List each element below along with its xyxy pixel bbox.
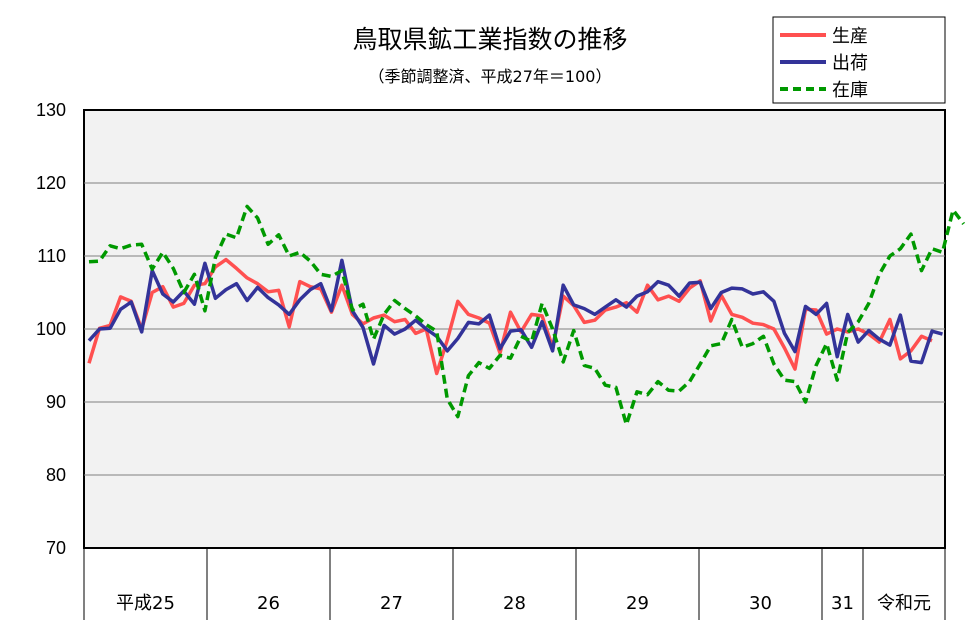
x-axis-labels: 平成25 26 27 28 29 30 31 令和元 <box>116 593 931 614</box>
legend-label: 生産 <box>832 26 868 47</box>
y-axis-ticks: 70 80 90 100 110 120 130 <box>36 100 66 558</box>
y-tick-label: 80 <box>46 465 66 485</box>
year-label: 令和元 <box>877 593 931 614</box>
y-tick-label: 90 <box>46 392 66 412</box>
chart-title: 鳥取県鉱工業指数の推移 <box>352 25 627 54</box>
year-label: 平成25 <box>116 593 175 614</box>
y-tick-label: 120 <box>36 173 66 193</box>
series-line-0 <box>87 257 933 376</box>
year-label: 31 <box>831 593 854 614</box>
y-tick-label: 100 <box>36 319 66 339</box>
x-axis-dividers <box>206 548 864 620</box>
year-label: 30 <box>749 593 772 614</box>
y-tick-label: 110 <box>37 246 66 266</box>
year-label: 27 <box>380 593 403 614</box>
year-label: 26 <box>257 593 280 614</box>
chart-subtitle: （季節調整済、平成27年＝100） <box>369 67 612 86</box>
year-label: 28 <box>503 593 526 614</box>
y-tick-label: 70 <box>46 538 66 558</box>
legend-label: 出荷 <box>832 53 868 74</box>
gridlines <box>84 182 945 476</box>
year-label: 29 <box>626 593 649 614</box>
series-line-2 <box>88 204 965 427</box>
series-layer <box>87 204 965 427</box>
y-tick-label: 130 <box>36 100 66 120</box>
series-line-1 <box>87 258 943 366</box>
legend-label: 在庫 <box>832 80 868 101</box>
